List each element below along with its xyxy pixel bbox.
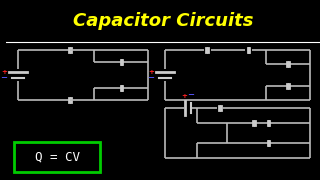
Text: Capacitor Circuits: Capacitor Circuits	[73, 12, 253, 30]
Text: +: +	[148, 69, 154, 75]
Text: Q = CV: Q = CV	[35, 150, 80, 163]
Text: −: −	[187, 90, 194, 99]
Text: −: −	[147, 73, 154, 82]
Text: +: +	[1, 69, 7, 75]
Text: −: −	[0, 73, 7, 82]
Text: +: +	[182, 93, 188, 99]
